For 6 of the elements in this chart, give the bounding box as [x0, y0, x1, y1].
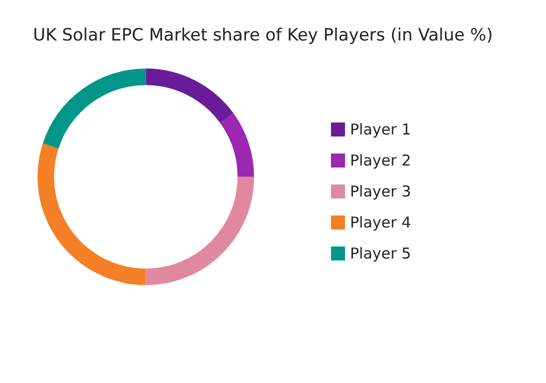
chart-title: UK Solar EPC Market share of Key Players (in Value %)	[33, 26, 493, 46]
legend-label: Player 5	[350, 244, 411, 262]
legend-label: Player 4	[350, 214, 411, 232]
legend-label: Player 3	[350, 182, 411, 200]
legend-label: Player 2	[350, 152, 411, 170]
legend-label: Player 1	[350, 120, 411, 138]
